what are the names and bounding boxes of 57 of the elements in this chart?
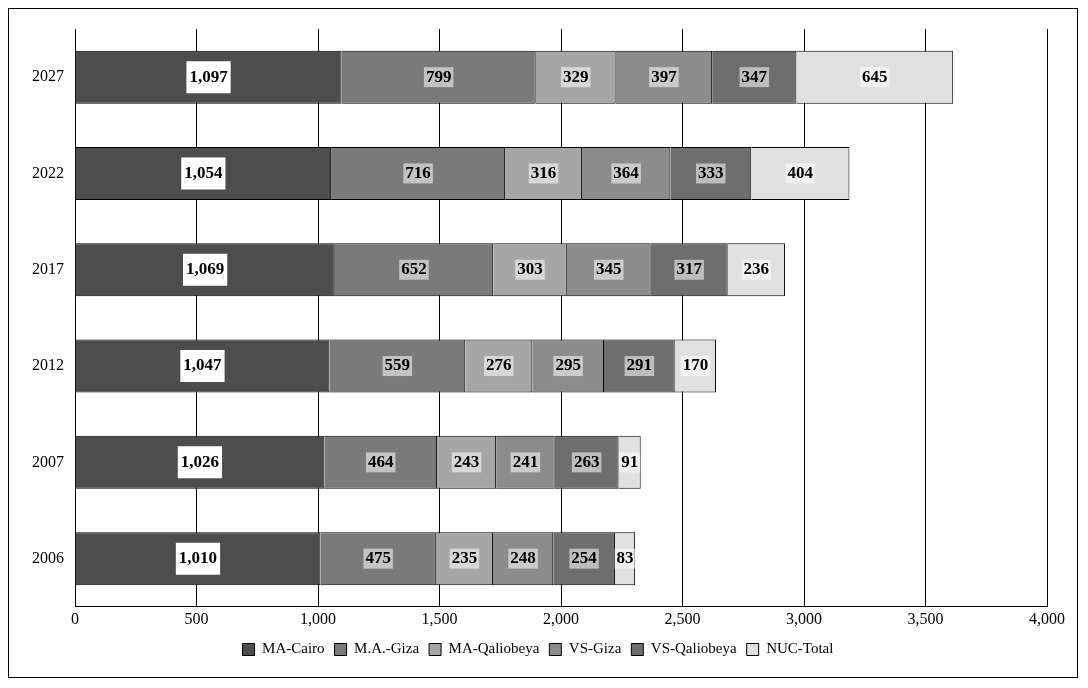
data-label: 464 bbox=[367, 451, 394, 471]
data-label: 1,097 bbox=[189, 66, 229, 86]
data-label: 1,010 bbox=[178, 548, 218, 568]
data-label: 397 bbox=[651, 66, 678, 86]
data-label: 345 bbox=[596, 259, 622, 279]
data-label: 652 bbox=[401, 259, 427, 279]
legend-label: MA-Qaliobeya bbox=[448, 640, 540, 657]
data-label: 303 bbox=[517, 259, 543, 279]
data-label: 475 bbox=[365, 548, 391, 568]
y-tick-label: 2027 bbox=[32, 67, 64, 85]
data-label: 235 bbox=[451, 548, 478, 568]
data-label: 83 bbox=[616, 548, 634, 568]
y-tick-label: 2006 bbox=[32, 548, 64, 566]
data-label: 333 bbox=[698, 162, 724, 182]
legend-label: VS-Giza bbox=[568, 640, 622, 657]
data-label: 404 bbox=[787, 162, 814, 182]
data-label: 170 bbox=[682, 355, 709, 375]
legend-label: MA-Cairo bbox=[262, 640, 325, 657]
x-tick-label: 2,500 bbox=[664, 609, 701, 627]
data-label: 329 bbox=[562, 66, 589, 86]
data-label: 243 bbox=[453, 451, 480, 471]
data-label: 317 bbox=[676, 259, 703, 279]
x-tick-label: 3,500 bbox=[907, 609, 944, 627]
data-label: 316 bbox=[530, 162, 557, 182]
x-tick-label: 0 bbox=[71, 609, 79, 627]
data-label: 1,026 bbox=[180, 451, 220, 471]
x-tick-label: 500 bbox=[184, 609, 209, 627]
y-tick-label: 2017 bbox=[32, 259, 64, 277]
x-tick-label: 2,000 bbox=[543, 609, 579, 627]
data-label: 645 bbox=[862, 66, 888, 86]
data-label: 248 bbox=[510, 548, 536, 568]
data-label: 716 bbox=[405, 162, 431, 182]
data-label: 236 bbox=[743, 259, 770, 279]
legend-label: NUC-Total bbox=[766, 640, 834, 657]
data-label: 559 bbox=[384, 355, 411, 375]
x-tick-label: 1,000 bbox=[300, 609, 336, 627]
y-tick-label: 2022 bbox=[32, 163, 64, 181]
y-tick-label: 2007 bbox=[32, 452, 64, 470]
y-tick-label: 2012 bbox=[32, 356, 64, 374]
data-label: 347 bbox=[741, 66, 768, 86]
data-label: 295 bbox=[555, 355, 581, 375]
data-label: 364 bbox=[613, 162, 640, 182]
x-tick-label: 4,000 bbox=[1029, 609, 1065, 627]
data-label: 254 bbox=[571, 548, 598, 568]
data-label: 263 bbox=[573, 451, 600, 471]
legend-label: VS-Qaliobeya bbox=[650, 640, 737, 657]
data-label: 799 bbox=[425, 66, 452, 86]
data-label: 1,047 bbox=[183, 355, 223, 375]
data-label: 241 bbox=[512, 451, 539, 471]
data-label: 1,069 bbox=[186, 259, 225, 279]
data-label: 291 bbox=[626, 355, 653, 375]
data-label: 276 bbox=[486, 355, 512, 375]
x-tick-label: 1,500 bbox=[421, 609, 458, 627]
data-label: 91 bbox=[621, 451, 639, 471]
data-label: 1,054 bbox=[184, 162, 223, 182]
x-tick-label: 3,000 bbox=[786, 609, 822, 627]
legend-label: M.A.-Giza bbox=[354, 640, 420, 657]
